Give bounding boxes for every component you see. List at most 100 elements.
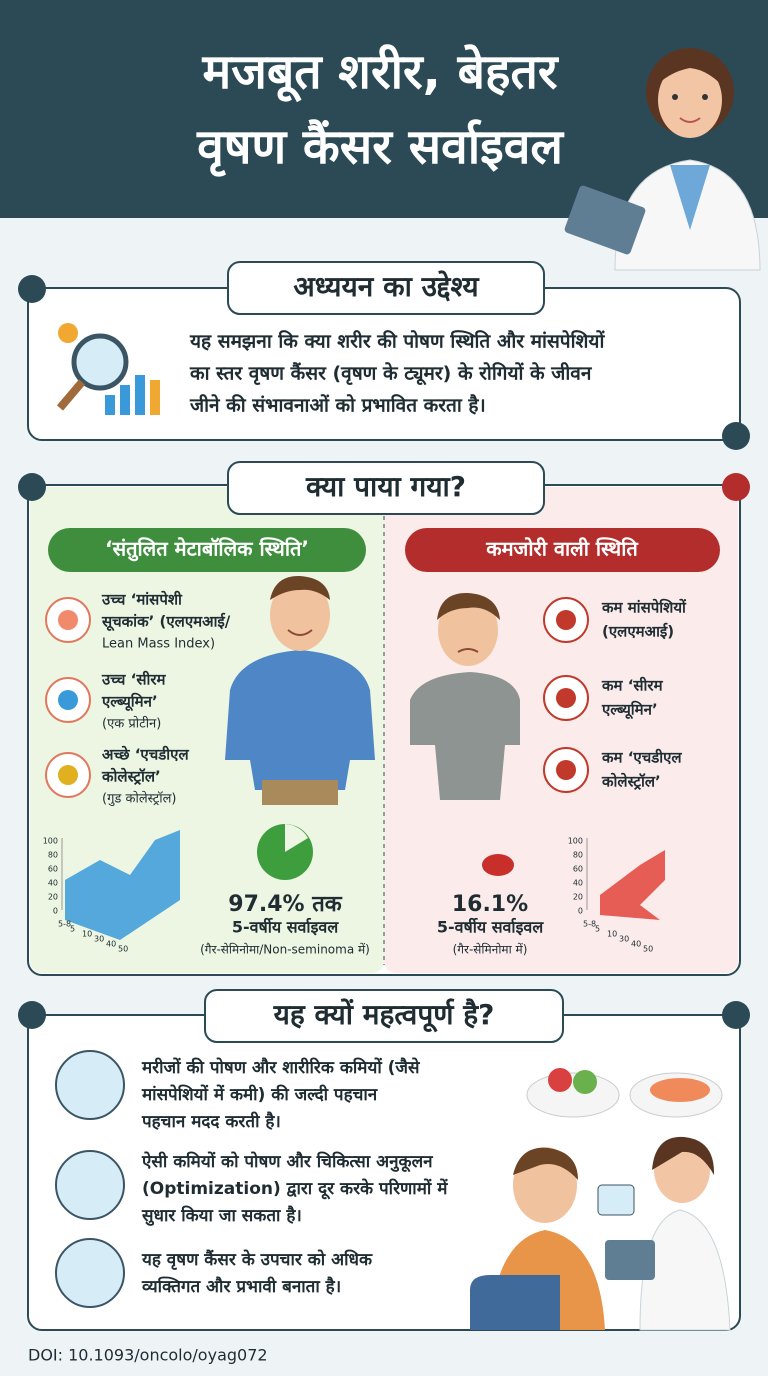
axis-tick-label: 80 [48,851,58,860]
balanced-item: उच्च ‘मांसपेशी [101,591,183,609]
item-icon-fill [58,765,78,785]
axis-tick-label: 20 [48,893,58,902]
weak-man [410,592,520,800]
food [650,1078,710,1102]
importance-text: व्यक्तिगत और प्रभावी बनाता है। [141,1276,341,1297]
icon [18,1001,46,1029]
stat-label: 5-वर्षीय सर्वाइवल [437,918,545,937]
balanced-heading: ‘संतुलित मेटाबॉलिक स्थिति’ [105,537,309,562]
icon [722,422,750,450]
balanced-item: सूचकांक’ (एलएमआई/ [101,613,231,632]
axis-tick-label: 5 [70,925,75,934]
importance-text: यह वृषण कैंसर के उपचार को अधिक [141,1249,373,1270]
balanced-item: उच्च ‘सीरम [101,671,166,689]
weak-pill [405,528,720,572]
weak-item: (एलएमआई) [602,623,674,641]
header-title: मजबूत शरीर, बेहतर [202,44,560,103]
axis-tick-label: 10 [82,930,92,939]
pie-illustration [285,824,308,852]
weak-item: एल्ब्यूमिन’ [601,701,658,720]
importance-text: मरीजों की पोषण और शारीरिक कमियों (जैसे [141,1057,421,1078]
axis-tick-label: 5-8 [583,920,596,929]
item-icon-fill [556,760,576,780]
item-icon-fill [58,610,78,630]
importance-text: सुधार किया जा सकता है। [141,1205,302,1226]
icon [722,1001,750,1029]
axis-tick-label: 30 [619,935,629,944]
surface-illustration [65,830,180,940]
slice-illustration [482,854,514,876]
stat-note: (गैर-सेमिनोमा/Non-seminoma में) [200,943,370,957]
importance-text: मांसपेशियों में कमी) की जल्दी पहचान [141,1084,378,1105]
objective-text: यह समझना कि क्या शरीर की पोषण स्थिति और … [189,330,605,353]
icon [18,275,46,303]
balanced-item: (एक प्रोटीन) [102,716,161,732]
title-pill [227,261,545,315]
axis-tick-label: 60 [48,865,58,874]
axis-tick-label: 0 [578,907,583,916]
title-pill [227,461,545,515]
importance-text: पहचान मदद करती है। [141,1111,281,1132]
axis-tick-label: 5 [595,925,600,934]
importance-text: ऐसी कमियों को पोषण और चिकित्सा अनुकूलन [141,1151,433,1173]
stat-value: 97.4% तक [228,892,343,917]
section-title: क्या पाया गया? [305,470,466,503]
consultation-illustration [470,1136,731,1331]
axis-tick-label: 40 [573,879,583,888]
magnifier-icon [56,323,160,415]
food-plate [526,1072,620,1118]
axis-tick-label: 10 [607,930,617,939]
axis-tick-label: 20 [573,893,583,902]
weak-item: कम ‘सीरम [601,677,664,695]
balanced-item: अच्छे ‘एचडीएल [102,746,189,764]
axis-tick-label: 100 [568,837,583,846]
title-pill [204,989,564,1043]
balanced-pill [48,528,366,572]
avatar [55,1238,125,1308]
item-icon-fill [58,690,78,710]
stat-label: 5-वर्षीय सर्वाइवल [232,918,340,937]
axis-tick-label: 40 [631,940,641,949]
balanced-item: कोलेस्ट्रॉल’ [101,768,161,786]
item-icon-fill [556,610,576,630]
healthy-man [225,575,375,805]
axis-tick-label: 50 [118,945,128,954]
axis-tick-label: 5-8 [58,920,71,929]
icon [722,473,750,501]
balanced-item: Lean Mass Index) [102,637,215,652]
weak-heading: कमजोरी वाली स्थिति [485,537,639,561]
weak-item: कम मांसपेशियों [601,599,687,617]
balanced-item: (गुड कोलेस्ट्रॉल) [102,791,177,807]
stat-value: 16.1% [452,892,528,917]
importance-text: (Optimization) द्वारा दूर करके परिणामों … [142,1178,448,1200]
axis-tick-label: 40 [48,879,58,888]
icon [18,473,46,501]
section-title: यह क्यों महत्वपूर्ण है? [273,998,495,1033]
avatar [55,1150,125,1220]
surface-illustration [600,850,665,920]
stat-note: (गैर-सेमिनोमा में) [453,943,528,957]
axis-tick-label: 100 [43,837,58,846]
axis-tick-label: 30 [94,935,104,944]
axis-tick-label: 50 [643,945,653,954]
food [573,1070,597,1094]
axis-tick-label: 60 [573,865,583,874]
balanced-item: एल्ब्यूमिन’ [101,693,158,712]
section-title: अध्ययन का उद्देश्य [293,270,480,303]
doi: DOI: 10.1093/oncolo/oyag072 [28,1346,268,1365]
axis-tick-label: 40 [106,940,116,949]
item-icon-fill [556,688,576,708]
weak-item: कोलेस्ट्रॉल’ [601,773,661,791]
axis-tick-label: 80 [573,851,583,860]
avatar [55,1050,125,1120]
header-title: वृषण कैंसर सर्वाइवल [196,119,564,177]
objective-text: जीने की संभावनाओं को प्रभावित करता है। [189,394,486,417]
header-band [0,0,768,218]
doctor-illustration [564,48,761,271]
objective-text: का स्तर वृषण कैंसर (वृषण के ट्यूमर) के र… [189,362,593,386]
weak-item: कम ‘एचडीएल [601,749,682,767]
axis-tick-label: 0 [53,907,58,916]
food [548,1068,572,1092]
